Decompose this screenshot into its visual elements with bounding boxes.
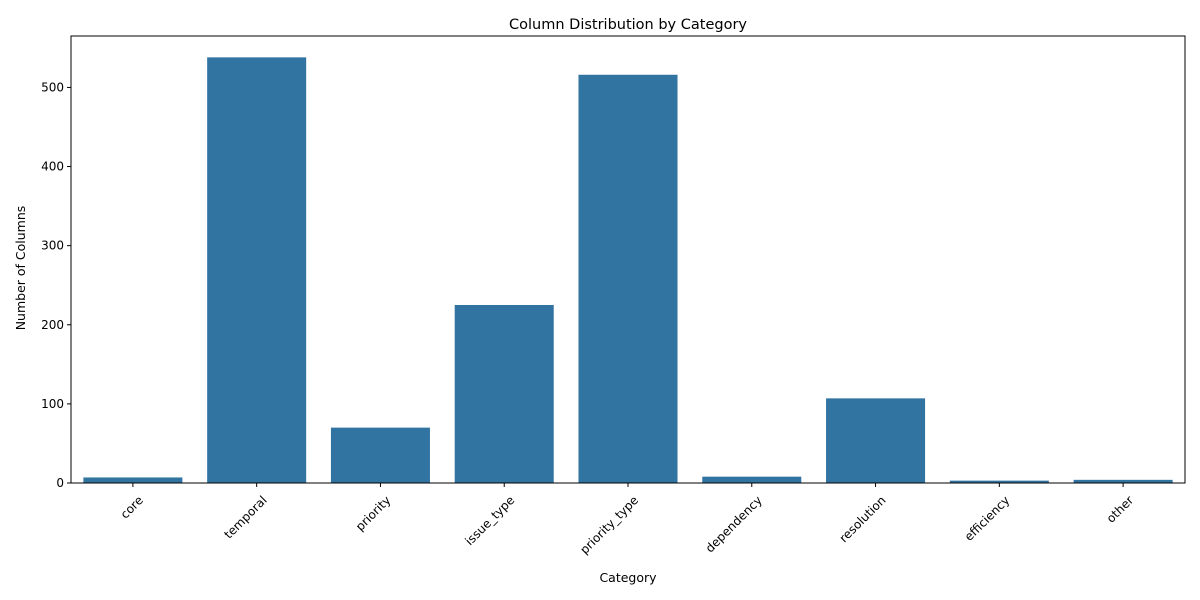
- bar-dependency: [702, 476, 802, 483]
- y-tick-label: 0: [56, 476, 64, 490]
- bar-issue-type: [454, 304, 554, 483]
- bar-resolution: [826, 398, 926, 483]
- plot-frame: [70, 35, 1186, 484]
- bar-other: [1073, 479, 1173, 483]
- bar-series: [83, 57, 1173, 484]
- y-tick-label: 500: [41, 80, 64, 94]
- x-axis-label: Category: [599, 570, 657, 585]
- bar-priority-type: [578, 74, 678, 484]
- bar-efficiency: [949, 480, 1049, 483]
- chart-title: Column Distribution by Category: [509, 17, 747, 33]
- y-axis-label: Number of Columns: [13, 206, 28, 331]
- y-axis: 0 100 200 300 400 500: [41, 80, 71, 490]
- y-tick-label: 100: [41, 397, 64, 411]
- y-tick-label: 300: [41, 239, 64, 253]
- bar-core: [83, 477, 183, 483]
- y-tick-label: 200: [41, 318, 64, 332]
- bar-priority: [330, 427, 430, 483]
- y-tick-label: 400: [41, 160, 64, 174]
- bar-temporal: [207, 57, 307, 484]
